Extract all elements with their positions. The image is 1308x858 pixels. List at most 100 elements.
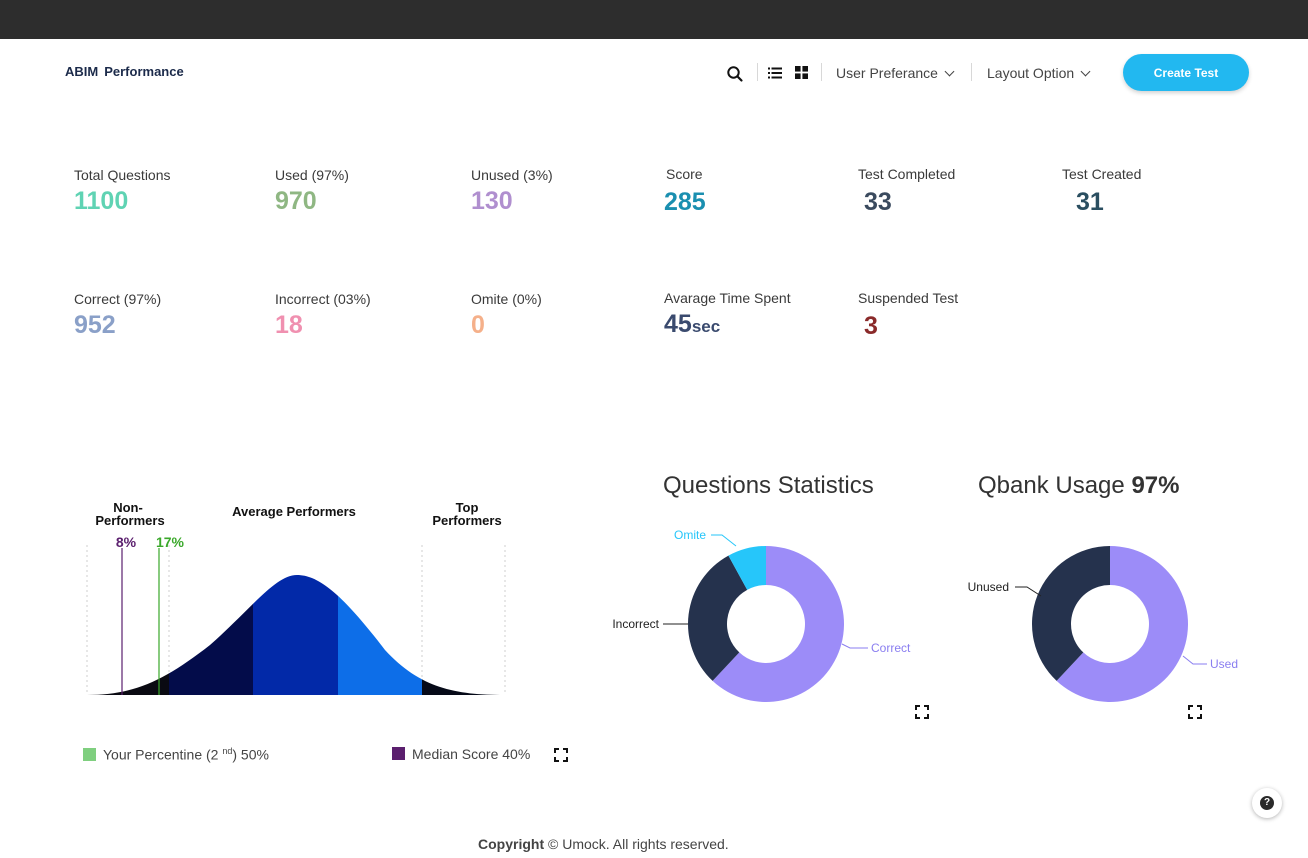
- donut-label-correct: Correct: [871, 641, 911, 655]
- stat-unit: sec: [691, 317, 721, 336]
- stat-test-completed: Test Completed 33: [858, 166, 955, 217]
- qbank-usage-title-text: Qbank Usage: [978, 472, 1125, 499]
- layout-option-label: Layout Option: [987, 65, 1075, 81]
- percentile-marker-label: 17%: [156, 534, 185, 550]
- stat-value: 33: [864, 188, 892, 216]
- stat-total-questions: Total Questions 1100: [74, 167, 171, 216]
- stat-value: 3: [864, 312, 878, 340]
- stat-label: Correct (97%): [74, 291, 162, 307]
- performance-bell-curve: Non- Performers Average Performers Top P…: [86, 500, 506, 695]
- questions-statistics-title: Questions Statistics: [663, 472, 874, 499]
- qbank-usage-donut: Used Unused: [968, 546, 1238, 702]
- stat-label: Incorrect (03%): [275, 291, 371, 307]
- legend-your-percentile: Your Percentine (2 nd) 50%: [83, 746, 269, 763]
- help-button[interactable]: ?: [1252, 788, 1282, 818]
- top-performers-label: Performers: [432, 513, 501, 528]
- stat-unused: Unused (3%) 130: [471, 167, 553, 216]
- stat-label: Suspended Test: [858, 290, 959, 306]
- legend-superscript: nd: [222, 746, 233, 756]
- stat-value-wrap: 45sec: [664, 310, 791, 339]
- qbank-usage-title: Qbank Usage 97%: [978, 472, 1179, 500]
- layout-option-dropdown[interactable]: Layout Option: [987, 65, 1091, 81]
- donut-label-incorrect: Incorrect: [612, 617, 659, 631]
- legend-swatch: [83, 747, 96, 761]
- expand-icon[interactable]: [1188, 705, 1202, 719]
- top-performers-label: Top: [456, 500, 479, 515]
- stat-omite: Omite (0%) 0: [471, 291, 542, 340]
- stat-label: Score: [666, 166, 703, 182]
- donut-slice-unused[interactable]: [1032, 546, 1110, 681]
- stat-value: 18: [275, 311, 303, 339]
- browser-top-bar: [0, 0, 1308, 39]
- median-marker-label: 8%: [116, 534, 137, 550]
- stat-suspended-test: Suspended Test 3: [858, 290, 958, 341]
- stat-value: 45: [664, 310, 692, 338]
- donut-label-connector: [841, 643, 868, 649]
- donut-label-omite: Omite: [674, 528, 706, 542]
- divider: [971, 63, 972, 81]
- help-icon: ?: [1260, 796, 1274, 810]
- donut-label-connector: [1015, 586, 1042, 597]
- user-preference-label: User Preferance: [836, 65, 938, 81]
- stat-value: 952: [74, 311, 116, 339]
- curve-segment-average: [253, 575, 338, 695]
- non-performers-label: Non-: [113, 500, 143, 515]
- stat-score: Score 285: [664, 166, 706, 217]
- header: ABIM Performance User Preferance Layout O…: [0, 39, 1308, 107]
- divider: [821, 63, 822, 81]
- curve-segment-below: [169, 575, 253, 695]
- expand-icon[interactable]: [554, 748, 568, 762]
- legend-median-score: Median Score 40%: [392, 746, 530, 762]
- stat-used: Used (97%) 970: [275, 167, 349, 216]
- legend-text: Median Score 40%: [412, 746, 531, 762]
- create-test-button[interactable]: Create Test: [1123, 54, 1249, 91]
- curve-segment-above: [338, 575, 422, 695]
- stat-incorrect: Incorrect (03%) 18: [275, 291, 371, 340]
- expand-icon[interactable]: [915, 705, 929, 719]
- legend-text: Your Percentine (2: [103, 746, 223, 763]
- qbank-usage-percent: 97%: [1131, 472, 1180, 499]
- list-view-icon[interactable]: [768, 66, 782, 80]
- questions-statistics-donut: Correct Incorrect Omite: [612, 528, 911, 702]
- stat-value: 285: [664, 188, 706, 216]
- stat-value: 970: [275, 187, 317, 215]
- page-title: Performance: [104, 64, 184, 79]
- chevron-down-icon: [944, 66, 955, 77]
- copyright-label: Copyright: [478, 836, 545, 852]
- stat-label: Unused (3%): [471, 167, 553, 183]
- brand: ABIM Performance: [65, 64, 184, 79]
- user-preference-dropdown[interactable]: User Preferance: [836, 65, 955, 81]
- chevron-down-icon: [1080, 66, 1091, 77]
- stat-label: Avarage Time Spent: [664, 290, 791, 306]
- stat-value: 31: [1076, 188, 1104, 216]
- donut-slice-correct[interactable]: [712, 546, 844, 702]
- brand-logo-text: ABIM: [65, 64, 99, 79]
- donut-slice-incorrect[interactable]: [688, 555, 748, 681]
- search-icon[interactable]: [726, 65, 744, 83]
- donut-label-connector: [1182, 655, 1207, 665]
- stat-value: 0: [471, 311, 485, 339]
- donut-slice-omite[interactable]: [728, 546, 766, 590]
- stat-label: Used (97%): [275, 167, 349, 183]
- stat-test-created: Test Created 31: [1062, 166, 1141, 217]
- donut-label-unused: Unused: [968, 580, 1009, 594]
- non-performers-label: Performers: [95, 513, 164, 528]
- stat-label: Omite (0%): [471, 291, 542, 307]
- stat-label: Test Created: [1062, 166, 1142, 182]
- stat-label: Test Completed: [858, 166, 956, 182]
- stat-value: 130: [471, 187, 513, 215]
- divider: [757, 63, 758, 81]
- donut-slice-used[interactable]: [1056, 546, 1188, 702]
- donut-label-used: Used: [1210, 657, 1238, 671]
- average-performers-label: Average Performers: [232, 504, 356, 519]
- grid-view-icon[interactable]: [795, 66, 808, 79]
- stat-value: 1100: [74, 187, 129, 215]
- stat-label: Total Questions: [74, 167, 171, 183]
- footer: Copyright © Umock. All rights reserved.: [478, 836, 729, 852]
- stat-average-time: Avarage Time Spent 45sec: [664, 290, 791, 339]
- legend-swatch: [392, 747, 405, 760]
- copyright-text: © Umock. All rights reserved.: [544, 836, 729, 852]
- donut-label-connector: [711, 534, 737, 547]
- stat-correct: Correct (97%) 952: [74, 291, 161, 340]
- legend-text: ) 50%: [232, 746, 269, 763]
